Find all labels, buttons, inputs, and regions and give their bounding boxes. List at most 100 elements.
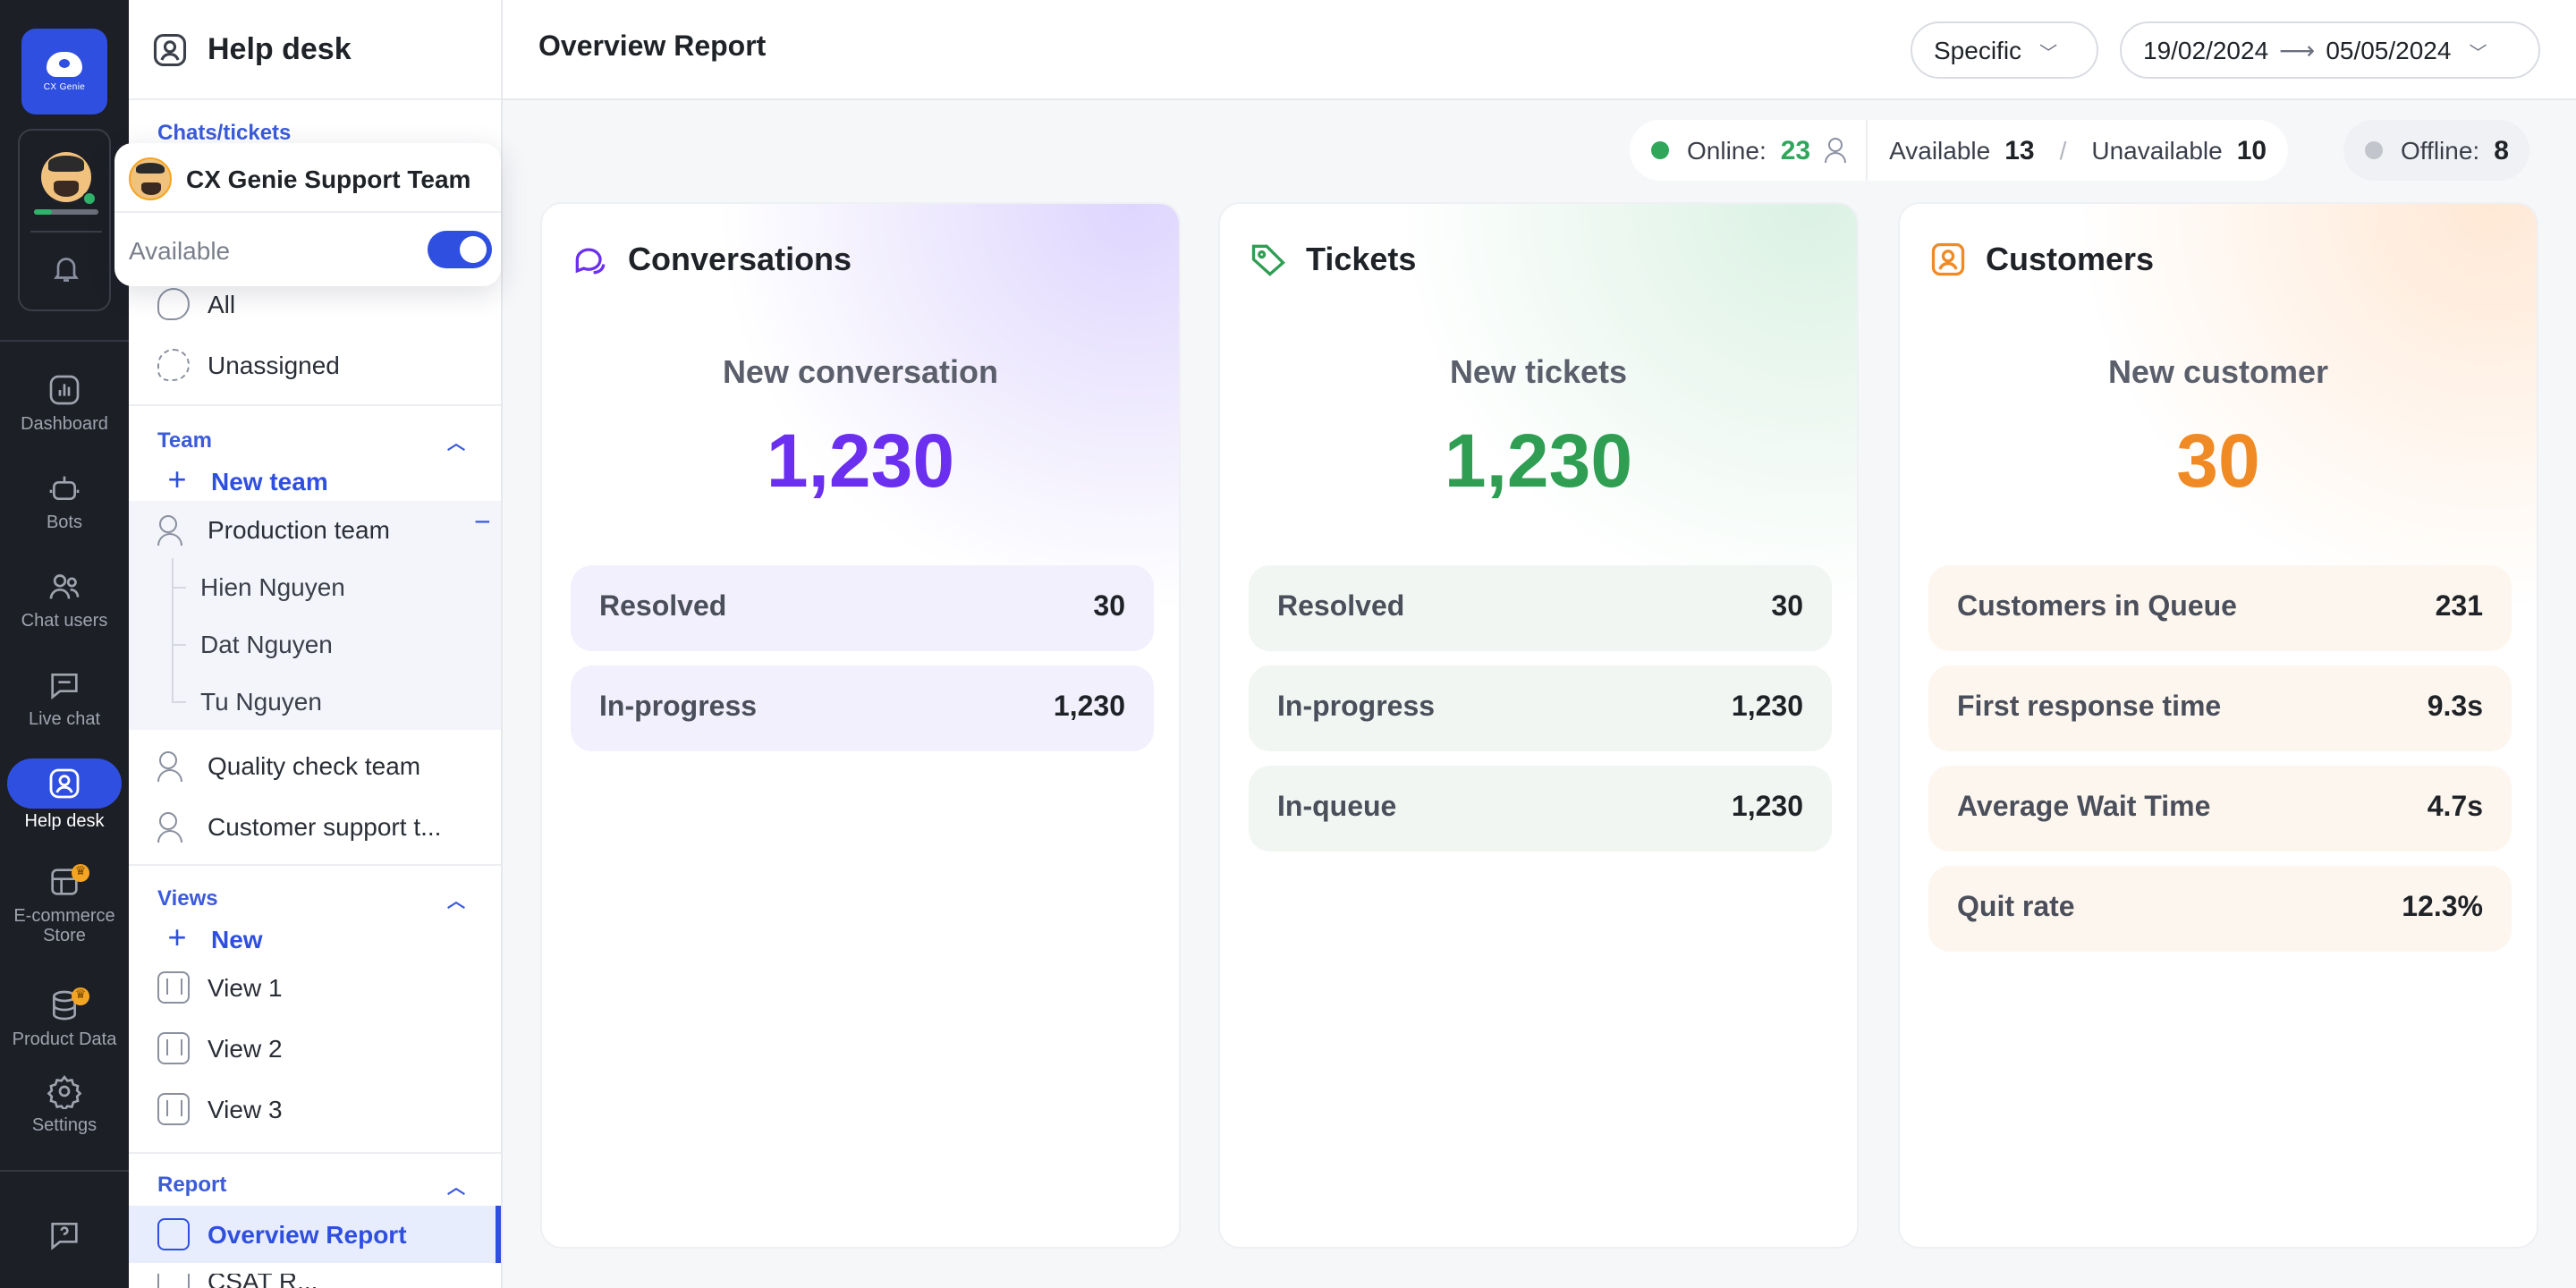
sidebar-item-unassigned[interactable]: Unassigned [157, 347, 340, 383]
metric-row: Quit rate 12.3% [1928, 866, 2512, 952]
logo-text: CX Genie [43, 81, 86, 92]
left-rail: CX Genie Dashboard Bots Chat users Live [0, 0, 129, 1288]
section-report[interactable]: Report ︿ [157, 1172, 465, 1199]
active-row-highlight [129, 1206, 501, 1263]
agent-status-summary: Online: 23 Available 13 / Unavailable 10 [1630, 120, 2289, 181]
sidebar-item-customer-support-team[interactable]: Customer support t... [157, 809, 441, 844]
online-status-dot [82, 191, 97, 206]
sidebar-item-view-2[interactable]: View 2 [157, 1030, 283, 1066]
team-name: CX Genie Support Team [186, 165, 471, 193]
range-mode-select[interactable]: Specific ﹀ [1911, 21, 2098, 79]
crown-icon: ♛ [72, 864, 89, 882]
item-label: Unassigned [208, 351, 340, 379]
sidebar-header: Help desk [129, 0, 501, 100]
bell-icon[interactable] [50, 252, 82, 284]
chat-icon [51, 674, 78, 700]
item-label: Production team [208, 515, 390, 544]
sidebar-item-quality-check-team[interactable]: Quality check team [157, 748, 420, 784]
status-progress [34, 209, 98, 215]
conversations-card: Conversations New conversation 1,230 Res… [540, 202, 1181, 1249]
metric-row: In-progress 1,230 [1249, 665, 1832, 751]
metric-row: In-progress 1,230 [571, 665, 1154, 751]
offline-count: 8 [2494, 135, 2509, 165]
date-from: 19/02/2024 [2143, 36, 2269, 64]
view-filter-icon [157, 1093, 190, 1125]
available-count: 13 [2004, 135, 2035, 165]
available-label: Available [1889, 136, 1991, 165]
nav-label: Product Data [12, 1030, 117, 1048]
person-icon [1825, 138, 1847, 163]
sidebar-item-all[interactable]: All [157, 286, 235, 322]
card-title: Customers [1986, 241, 2155, 276]
section-team[interactable]: Team ︿ [157, 428, 465, 454]
availability-label: Available [129, 236, 231, 265]
chevron-down-icon: ﹀ [2039, 44, 2058, 64]
item-label: View 3 [208, 1095, 283, 1123]
chevron-up-icon[interactable]: ︿ [447, 893, 465, 912]
nav-bots[interactable]: Bots [7, 470, 122, 533]
card-subtitle: New conversation [722, 354, 999, 390]
metric-row: Resolved 30 [1249, 565, 1832, 651]
avatar[interactable] [41, 152, 91, 202]
availability-toggle[interactable] [428, 231, 492, 268]
plus-icon: + [167, 919, 187, 955]
metric-row: First response time 9.3s [1928, 665, 2512, 751]
nav-label: Settings [31, 1116, 97, 1136]
nav-chat-users[interactable]: Chat users [7, 569, 122, 631]
nav-help-desk[interactable]: Help desk [7, 758, 122, 832]
team-expanded-bg [129, 501, 501, 730]
sidebar-item-overview-report[interactable]: Overview Report [157, 1216, 407, 1252]
sidebar-item-production-team[interactable]: Production team [157, 512, 390, 547]
chevron-up-icon[interactable]: ︿ [447, 1179, 465, 1199]
metric-row: Customers in Queue 231 [1928, 565, 2512, 651]
new-view-button[interactable]: + New [161, 919, 262, 957]
avatar [129, 157, 172, 200]
range-mode-value: Specific [1934, 36, 2022, 64]
topbar: Overview Report Specific ﹀ 19/02/2024 ⟶ … [503, 0, 2576, 100]
nav-dashboard[interactable]: Dashboard [7, 372, 122, 435]
card-subtitle: New tickets [1449, 354, 1628, 390]
nav-live-chat[interactable]: Live chat [7, 667, 122, 730]
nav-settings[interactable]: Settings [7, 1073, 122, 1136]
metric-row: In-queue 1,230 [1249, 766, 1832, 852]
section-chats-tickets[interactable]: Chats/tickets [157, 120, 292, 145]
nav-product-data[interactable]: ♛ Product Data [7, 987, 122, 1048]
bot-icon [49, 476, 80, 500]
nav-label: Help desk [24, 812, 105, 832]
collapse-team-button[interactable]: − [474, 508, 491, 538]
team-member-hien[interactable]: Hien Nguyen [200, 572, 345, 601]
item-label: CSAT R... [208, 1274, 318, 1288]
section-views[interactable]: Views ︿ [157, 886, 465, 912]
date-range-picker[interactable]: 19/02/2024 ⟶ 05/05/2024 ﹀ [2120, 21, 2540, 79]
card-metric: 30 [2176, 419, 2260, 503]
online-label: Online: [1687, 136, 1767, 165]
sidebar-item-csat-report[interactable]: CSAT R... [157, 1274, 318, 1288]
offline-label: Offline: [2401, 136, 2480, 165]
help-icon[interactable] [47, 1216, 82, 1252]
sidebar-item-view-1[interactable]: View 1 [157, 970, 283, 1005]
chevron-up-icon[interactable]: ︿ [447, 435, 465, 454]
helpdesk-icon [49, 768, 80, 799]
cx-genie-logo[interactable]: CX Genie [21, 29, 107, 114]
users-icon [49, 574, 80, 599]
customers-card: Customers New customer 30 Customers in Q… [1898, 202, 2538, 1249]
metric-row: Average Wait Time 4.7s [1928, 766, 2512, 852]
chevron-down-icon: ﹀ [2469, 44, 2487, 64]
offline-dot [2365, 141, 2383, 159]
sidebar-item-view-3[interactable]: View 3 [157, 1091, 283, 1127]
new-team-button[interactable]: + New team [161, 462, 327, 499]
team-member-dat[interactable]: Dat Nguyen [200, 630, 333, 658]
crown-icon: ♛ [72, 987, 89, 1005]
item-label: All [208, 290, 236, 318]
tag-icon [1251, 244, 1285, 276]
online-count: 23 [1780, 135, 1811, 165]
card-title: Tickets [1306, 241, 1417, 276]
team-icon [157, 810, 190, 843]
card-subtitle: New customer [2107, 354, 2329, 390]
conversation-icon [575, 248, 606, 275]
nav-label: E-commerce Store [13, 907, 115, 946]
team-member-tu[interactable]: Tu Nguyen [200, 687, 322, 716]
plus-icon: + [167, 462, 187, 497]
report-icon [157, 1274, 190, 1288]
nav-ecommerce-store[interactable]: ♛ E-commerce Store [7, 864, 122, 946]
